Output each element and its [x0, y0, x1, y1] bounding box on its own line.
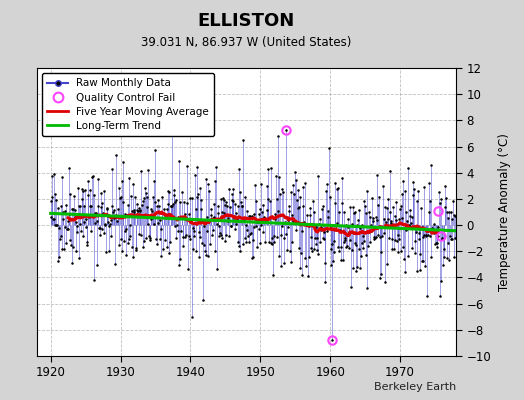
Text: ELLISTON: ELLISTON — [198, 12, 295, 30]
Legend: Raw Monthly Data, Quality Control Fail, Five Year Moving Average, Long-Term Tren: Raw Monthly Data, Quality Control Fail, … — [42, 73, 214, 136]
Y-axis label: Temperature Anomaly (°C): Temperature Anomaly (°C) — [498, 133, 511, 291]
Text: 39.031 N, 86.937 W (United States): 39.031 N, 86.937 W (United States) — [141, 36, 352, 49]
Text: Berkeley Earth: Berkeley Earth — [374, 382, 456, 392]
